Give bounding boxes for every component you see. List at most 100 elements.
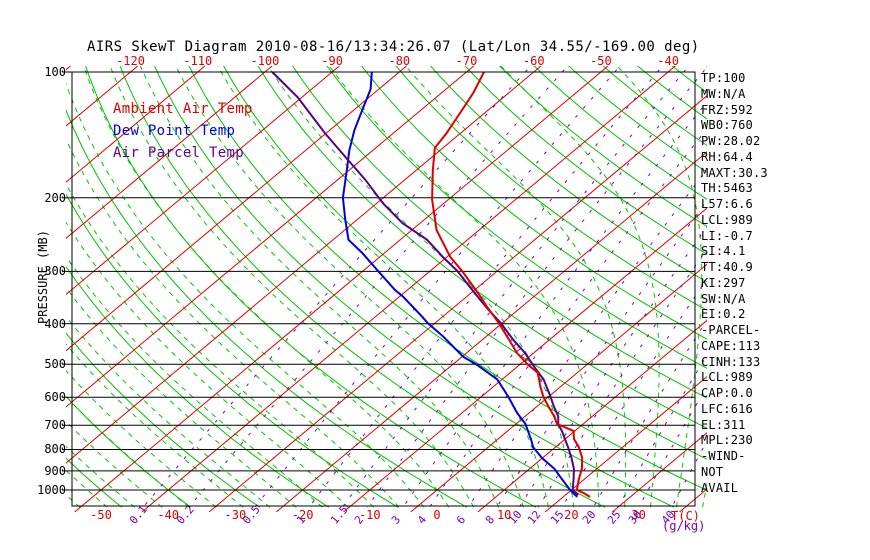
moist-adiabat-line bbox=[500, 66, 660, 508]
pressure-tick-label: 500 bbox=[44, 357, 66, 372]
dry-adiabat-line bbox=[66, 457, 123, 508]
moist-adiabat-line bbox=[616, 66, 703, 508]
dry-adiabat-line bbox=[66, 332, 261, 508]
dry-adiabat-line bbox=[533, 66, 707, 200]
top-temp-tick-label: -40 bbox=[657, 54, 679, 68]
bottom-temp-tick-label: -30 bbox=[224, 508, 247, 522]
stat-line: LCL:989 bbox=[701, 370, 753, 385]
isotherm-line bbox=[66, 66, 542, 464]
top-temp-tick-label: -80 bbox=[388, 54, 411, 68]
isotherm-line bbox=[66, 66, 407, 352]
pressure-tick-label: 700 bbox=[44, 418, 66, 433]
mixing-ratio-line bbox=[188, 66, 569, 508]
mixing-ratio-line bbox=[254, 66, 621, 508]
stat-line: -WIND- bbox=[701, 449, 746, 463]
bottom-temp-tick-label: 10 bbox=[496, 508, 512, 522]
dry-adiabat-line bbox=[395, 66, 707, 311]
stat-line: MAXT:30.3 bbox=[701, 165, 768, 180]
isotherm-line bbox=[66, 66, 475, 408]
top-temp-tick-label: -60 bbox=[522, 54, 545, 68]
stat-line: TH:5463 bbox=[701, 181, 753, 196]
stat-line: SI:4.1 bbox=[701, 244, 746, 259]
bottom-temp-tick-label: 0 bbox=[433, 508, 441, 522]
bottom-temp-tick-label: -50 bbox=[90, 508, 112, 522]
mixing-ratio-line bbox=[617, 354, 707, 508]
moist-adiabat-line bbox=[66, 82, 425, 508]
moist-adiabat-line bbox=[66, 469, 108, 508]
top-temp-tick-label: -50 bbox=[590, 54, 612, 68]
mixing-ratio-line bbox=[537, 248, 707, 508]
moist-adiabat-line bbox=[66, 183, 375, 508]
dry-adiabat-line bbox=[223, 66, 707, 460]
ambient-temp-curve bbox=[431, 71, 591, 498]
pressure-tick-label: 300 bbox=[44, 264, 66, 279]
stat-line: WB0:760 bbox=[701, 118, 753, 133]
pressure-tick-label: 900 bbox=[44, 463, 66, 478]
stat-line: AVAIL bbox=[701, 480, 739, 495]
stat-line: EI:0.2 bbox=[701, 307, 746, 322]
dry-adiabat-line bbox=[602, 66, 707, 147]
stat-line: RH:64.4 bbox=[701, 149, 753, 164]
dry-adiabat-line bbox=[66, 193, 399, 508]
bottom-temp-tick-label: -10 bbox=[358, 508, 381, 522]
isotherm-line bbox=[0, 66, 3, 512]
stat-line: CAP:0.0 bbox=[701, 386, 753, 400]
stat-line: EL:311 bbox=[701, 417, 746, 432]
bottom-temp-tick-label: 30 bbox=[631, 508, 646, 522]
pressure-tick-label: 1000 bbox=[37, 483, 66, 497]
dry-adiabat-line bbox=[326, 66, 707, 369]
stat-line: LCL:989 bbox=[701, 212, 753, 227]
isotherm-line bbox=[343, 207, 707, 512]
moist-adiabat-line bbox=[66, 286, 297, 508]
mixing-ratio-line bbox=[518, 225, 707, 508]
mixing-ratio-line bbox=[341, 66, 690, 508]
isotherm-line bbox=[141, 66, 676, 512]
dry-adiabat-line bbox=[429, 66, 707, 283]
mixing-ratio-line bbox=[496, 199, 707, 508]
dry-adiabat-line bbox=[361, 66, 707, 340]
stat-line: PW:28.02 bbox=[701, 134, 761, 148]
stat-line: CINH:133 bbox=[701, 354, 761, 369]
legend-air-parcel-temp: Air Parcel Temp bbox=[113, 145, 244, 161]
isotherm-line bbox=[544, 375, 707, 512]
isotherm-line bbox=[611, 432, 707, 512]
stat-line: L57:6.6 bbox=[701, 197, 753, 211]
moist-adiabat-line bbox=[175, 66, 524, 508]
chart-title: AIRS SkewT Diagram 2010-08-16/13:34:26.0… bbox=[87, 39, 700, 55]
dry-adiabat-line bbox=[292, 66, 707, 399]
moist-adiabat-line bbox=[139, 66, 499, 508]
stat-line: LI:-0.7 bbox=[701, 228, 753, 243]
moist-adiabat-line bbox=[217, 66, 549, 508]
stat-line: SW:N/A bbox=[701, 291, 746, 306]
pressure-tick-label: 600 bbox=[44, 390, 66, 405]
mixing-ratio-line bbox=[402, 101, 707, 508]
dry-adiabat-line bbox=[498, 66, 707, 228]
isotherm-line bbox=[275, 151, 707, 512]
stat-line: MPL:230 bbox=[701, 433, 753, 448]
moist-adiabat-line bbox=[83, 66, 450, 508]
top-temp-tick-label: -110 bbox=[183, 54, 213, 68]
dry-adiabat-line bbox=[188, 66, 707, 492]
top-temp-tick-label: -100 bbox=[250, 54, 280, 68]
pressure-tick-label: 400 bbox=[44, 316, 66, 331]
top-temp-tick-label: -70 bbox=[455, 54, 478, 68]
stat-line: -PARCEL- bbox=[701, 323, 761, 337]
dry-adiabat-line bbox=[119, 66, 606, 508]
dry-adiabat-line bbox=[66, 108, 468, 508]
bottom-temp-tick-label: -40 bbox=[157, 508, 180, 522]
mixing-ratio-line bbox=[308, 66, 664, 508]
top-temp-tick-label: -90 bbox=[321, 54, 343, 68]
dry-adiabat-line bbox=[154, 66, 675, 508]
background-grid bbox=[0, 66, 707, 512]
top-temp-tick-label: -120 bbox=[116, 54, 145, 68]
stat-line: NOT bbox=[701, 464, 724, 479]
stat-line: LFC:616 bbox=[701, 401, 753, 416]
air-parcel-curve bbox=[271, 71, 579, 496]
isotherm-line bbox=[477, 319, 707, 512]
isotherm-line bbox=[66, 66, 273, 239]
pressure-tick-label: 800 bbox=[44, 442, 66, 457]
mixing-ratio-line bbox=[638, 385, 707, 508]
isotherm-line bbox=[66, 66, 206, 183]
mixing-ratio-unit-label: (g/kg) bbox=[662, 519, 706, 533]
